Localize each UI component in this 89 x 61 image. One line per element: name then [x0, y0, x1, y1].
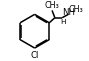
Text: NH: NH [62, 8, 75, 17]
Text: Cl: Cl [30, 51, 39, 60]
Text: CH₃: CH₃ [69, 5, 83, 14]
Text: H: H [61, 19, 66, 25]
Text: CH₃: CH₃ [45, 1, 59, 10]
